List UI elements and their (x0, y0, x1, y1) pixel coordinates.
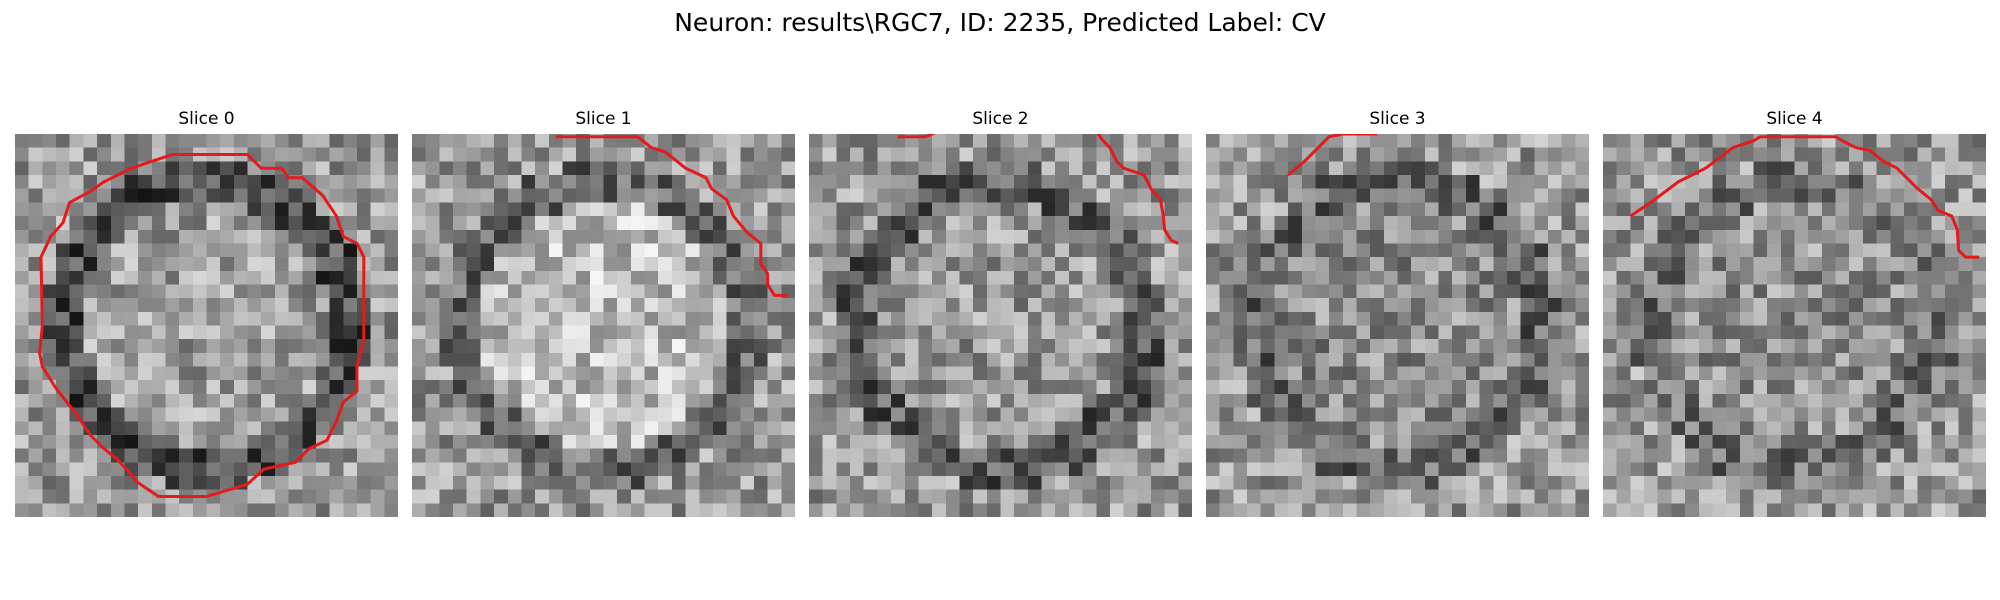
contour-line-0 (38, 153, 366, 498)
slice-title-1: Slice 1 (575, 109, 632, 129)
slice-image-1 (412, 134, 795, 517)
slice-title-2: Slice 2 (972, 109, 1029, 129)
slice-panel-0: Slice 0 (15, 108, 398, 517)
slice-panel-3: Slice 3 (1206, 108, 1589, 517)
figure-title: Neuron: results\RGC7, ID: 2235, Predicte… (674, 8, 1326, 37)
slice-panel-4: Slice 4 (1603, 108, 1986, 517)
slice-title-0: Slice 0 (178, 109, 235, 129)
contour-line-4 (1629, 135, 1980, 259)
contour-overlay-1 (555, 135, 789, 297)
slice-image-2 (809, 134, 1192, 517)
slice-image-3 (1206, 134, 1589, 517)
slice-title-3: Slice 3 (1369, 109, 1426, 129)
slice-image-4 (1603, 134, 1986, 517)
contour-overlay-4 (1629, 135, 1980, 259)
contour-overlay-3 (1287, 134, 1377, 177)
contour-line-1 (555, 135, 789, 297)
slice-panel-2: Slice 2 (809, 108, 1192, 517)
contour-line-3 (1287, 134, 1377, 177)
contour-overlay-2 (897, 134, 1179, 245)
slice-panel-1: Slice 1 (412, 108, 795, 517)
contour-line-2 (897, 134, 1179, 245)
contour-overlay-0 (38, 153, 366, 498)
slice-title-4: Slice 4 (1766, 109, 1823, 129)
